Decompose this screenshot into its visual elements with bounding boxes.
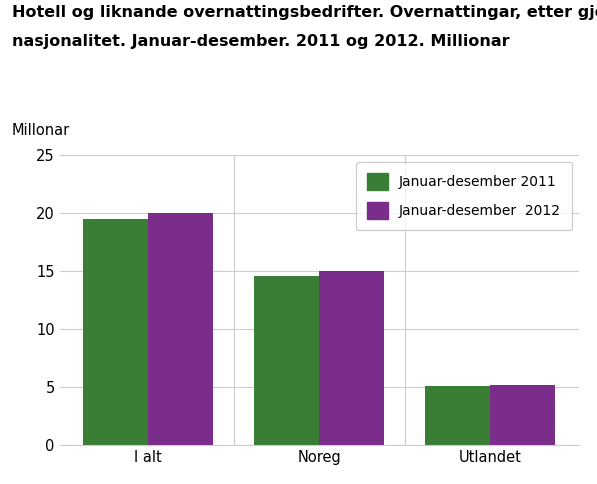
Bar	[491, 385, 555, 445]
Text: Hotell og liknande overnattingsbedrifter. Overnattingar, etter gjestane sin: Hotell og liknande overnattingsbedrifter…	[12, 5, 597, 20]
Text: Millonar: Millonar	[12, 123, 70, 138]
Legend: Januar-desember 2011, Januar-desember  2012: Januar-desember 2011, Januar-desember 20…	[356, 162, 572, 230]
Bar	[148, 213, 213, 445]
Bar	[319, 271, 384, 445]
Text: nasjonalitet. Januar-desember. 2011 og 2012. Millionar: nasjonalitet. Januar-desember. 2011 og 2…	[12, 34, 510, 49]
Bar	[254, 276, 319, 445]
Bar	[84, 219, 148, 445]
Bar	[426, 386, 491, 445]
